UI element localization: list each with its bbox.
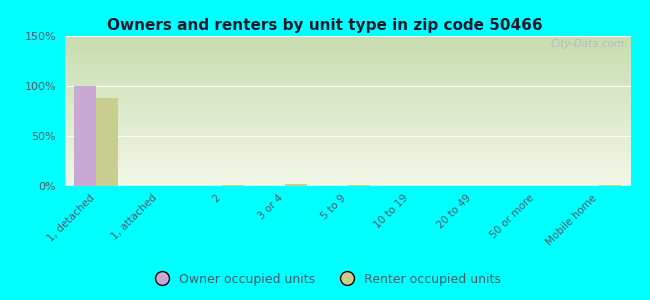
Bar: [599, 185, 621, 186]
Bar: [222, 184, 244, 186]
Bar: [348, 185, 370, 186]
Bar: [96, 98, 118, 186]
Bar: [74, 86, 96, 186]
Legend: Owner occupied units, Renter occupied units: Owner occupied units, Renter occupied un…: [144, 268, 506, 291]
Text: City-Data.com: City-Data.com: [551, 39, 625, 49]
Text: Owners and renters by unit type in zip code 50466: Owners and renters by unit type in zip c…: [107, 18, 543, 33]
Bar: [285, 184, 307, 186]
